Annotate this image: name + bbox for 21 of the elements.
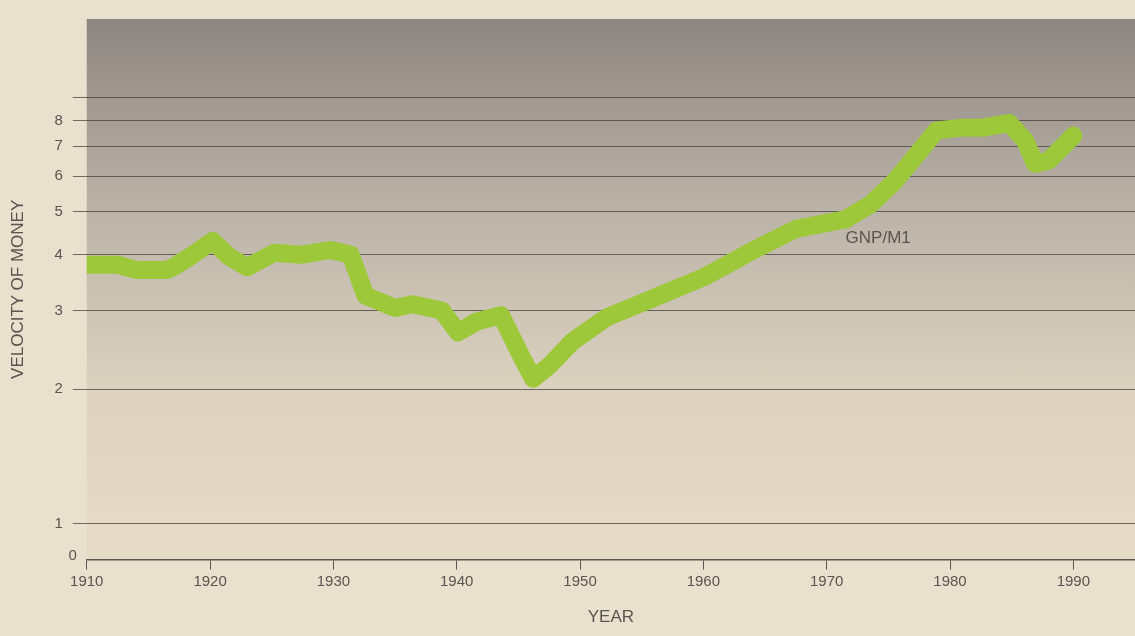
y-tick-label: 4 (54, 244, 63, 262)
x-tick-label: 1980 (933, 571, 967, 589)
x-tick-label: 1960 (686, 571, 721, 589)
y-tick-label: 7 (54, 136, 63, 154)
y-tick-label: 6 (54, 166, 63, 184)
text: 0 (68, 546, 77, 564)
y-axis-title: VELOCITY OF MONEY (7, 199, 27, 379)
x-tick-label: 1920 (193, 571, 227, 589)
y-tick-label: 5 (54, 201, 63, 219)
x-tick-label: 1950 (563, 571, 597, 589)
x-tick-label: 1910 (70, 571, 104, 589)
series-label: GNP/M1 (845, 228, 911, 248)
x-tick-label: 1940 (440, 571, 474, 589)
y-tick-label: 3 (54, 300, 63, 318)
y-tick-label: 8 (54, 110, 63, 128)
y-tick-label: 2 (54, 379, 63, 397)
y-tick-label: 1 (54, 513, 63, 531)
x-tick-label: 1930 (316, 571, 351, 589)
x-axis-title: YEAR (587, 607, 635, 627)
x-tick-label: 1970 (810, 571, 844, 589)
x-tick-label: 1990 (1056, 571, 1091, 589)
